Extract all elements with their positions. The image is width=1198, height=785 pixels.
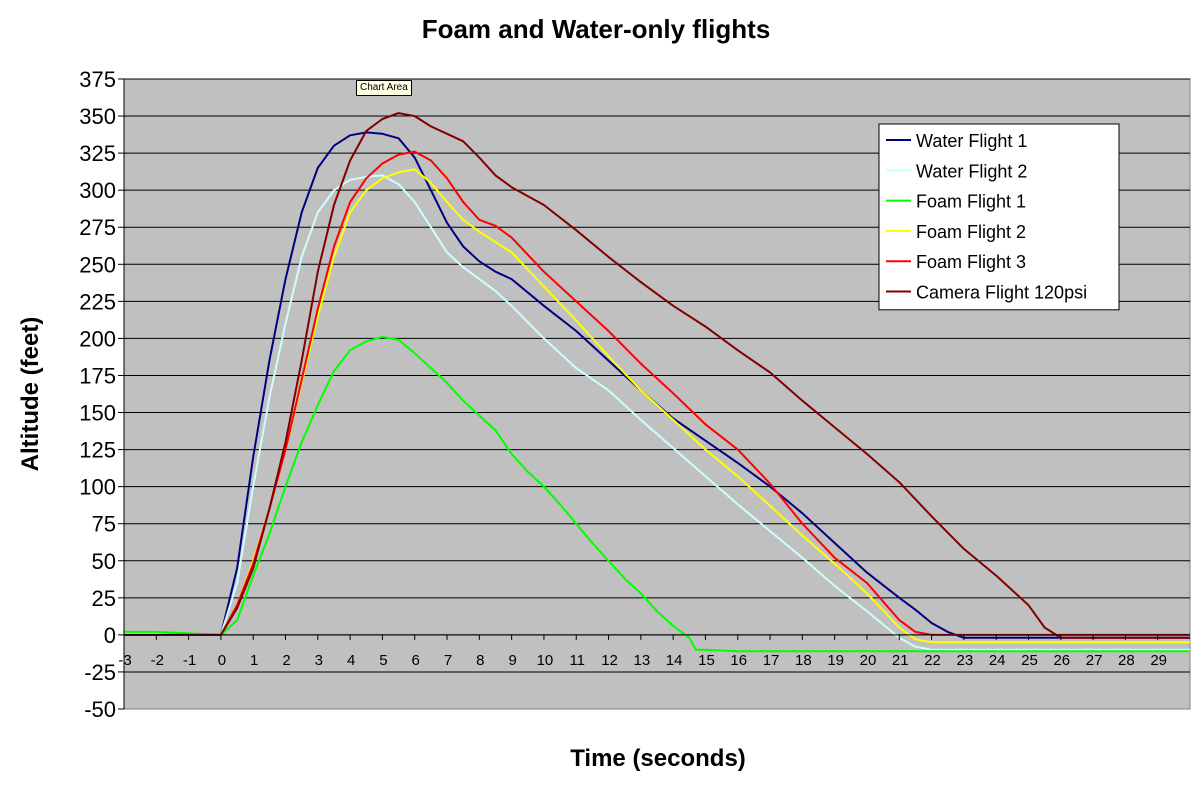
x-tick-label: 27 [1086, 652, 1103, 669]
x-tick-label: 2 [282, 652, 290, 669]
y-tick-label: 375 [79, 67, 116, 92]
legend-label-foam-flight-1: Foam Flight 1 [916, 192, 1026, 212]
x-tick-label: 22 [924, 652, 941, 669]
x-tick-label: 13 [634, 652, 651, 669]
series-line-foam-flight-3 [124, 150, 1190, 636]
x-tick-label: 23 [957, 652, 974, 669]
x-tick-label: 12 [601, 652, 618, 669]
legend-label-water-flight-2: Water Flight 2 [916, 161, 1027, 181]
y-tick-label: -50 [84, 697, 116, 722]
legend-label-foam-flight-3: Foam Flight 3 [916, 252, 1026, 272]
y-tick-label: 50 [92, 549, 116, 574]
x-tick-label: 3 [315, 652, 323, 669]
legend[interactable]: Water Flight 1 Water Flight 2 Foam Flight … [878, 123, 1120, 311]
axes: -50-250255075100125150175200225250275300… [79, 67, 1190, 722]
y-tick-label: 75 [92, 512, 116, 537]
gridlines [124, 78, 1190, 673]
x-tick-label: 16 [730, 652, 747, 669]
y-tick-label: 200 [79, 326, 116, 351]
x-tick-label: 26 [1053, 652, 1070, 669]
x-tick-label: 19 [827, 652, 844, 669]
x-tick-label: 7 [444, 652, 452, 669]
x-tick-label: 5 [379, 652, 387, 669]
series-line-camera-flight-120psi [124, 112, 1190, 639]
x-tick-label: -1 [183, 652, 196, 669]
x-tick-label: 9 [508, 652, 516, 669]
x-tick-label: 21 [892, 652, 909, 669]
y-tick-label: 325 [79, 141, 116, 166]
y-tick-label: 275 [79, 215, 116, 240]
series-line-foam-flight-1 [124, 335, 1190, 653]
x-tick-label: -2 [151, 652, 164, 669]
x-tick-label: 29 [1150, 652, 1167, 669]
chart-area-tooltip: Chart Area [356, 80, 412, 96]
x-tick-label: 18 [795, 652, 812, 669]
y-axis-label: Altitude (feet) [17, 317, 44, 472]
y-tick-label: 25 [92, 586, 116, 611]
y-tick-label: 300 [79, 178, 116, 203]
x-tick-label: 1 [250, 652, 258, 669]
x-tick-label: -3 [118, 652, 131, 669]
y-tick-label: 100 [79, 475, 116, 500]
series-group [124, 112, 1190, 653]
x-tick-label: 24 [989, 652, 1006, 669]
x-tick-label: 17 [763, 652, 780, 669]
legend-label-camera-flight-120psi: Camera Flight 120psi [916, 283, 1087, 303]
x-tick-label: 4 [347, 652, 355, 669]
y-tick-label: 225 [79, 289, 116, 314]
x-tick-label: 6 [412, 652, 420, 669]
x-tick-label: 28 [1118, 652, 1135, 669]
chart-title: Foam and Water-only flights [422, 14, 771, 44]
x-axis-label: Time (seconds) [570, 745, 746, 772]
y-tick-label: 350 [79, 104, 116, 129]
x-tick-label: 11 [569, 652, 585, 669]
x-tick-label: 20 [860, 652, 877, 669]
y-tick-label: -25 [84, 660, 116, 685]
y-tick-label: 0 [104, 623, 116, 648]
x-tick-label: 8 [476, 652, 484, 669]
x-tick-label: 10 [537, 652, 554, 669]
y-tick-label: 175 [79, 363, 116, 388]
x-tick-label: 0 [218, 652, 226, 669]
series-line-water-flight-1 [124, 131, 1190, 639]
legend-label-water-flight-1: Water Flight 1 [916, 131, 1027, 151]
x-tick-label: 25 [1021, 652, 1038, 669]
x-tick-label: 15 [698, 652, 715, 669]
legend-label-foam-flight-2: Foam Flight 2 [916, 222, 1026, 242]
y-tick-label: 250 [79, 252, 116, 277]
series-line-water-flight-2 [124, 174, 1190, 651]
x-tick-label: 14 [666, 652, 683, 669]
y-tick-label: 150 [79, 401, 116, 426]
y-tick-label: 125 [79, 438, 116, 463]
legend-box [878, 123, 1120, 311]
